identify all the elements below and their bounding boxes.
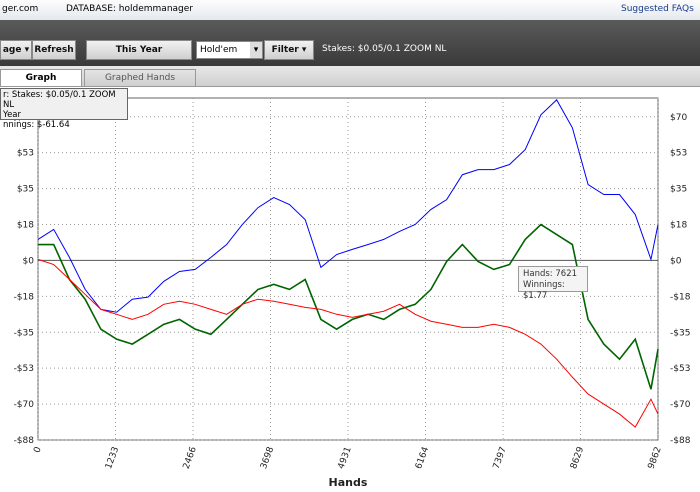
series-line: [37, 99, 659, 313]
period-button[interactable]: This Year: [86, 40, 192, 60]
database-text: DATABASE: holdemmanager: [66, 4, 193, 14]
game-select[interactable]: Hold'em ▾: [196, 41, 263, 59]
x-tick-label: 7397: [492, 446, 509, 471]
y-tick-label: -$70: [670, 400, 691, 410]
y-tick-label: $0: [23, 256, 35, 266]
title-bar: ger.com DATABASE: holdemmanager Suggeste…: [0, 0, 700, 21]
y-tick-label: -$53: [14, 364, 34, 374]
legend-line: nnings: $-61.64: [3, 120, 70, 130]
y-tick-label: -$53: [670, 364, 690, 374]
y-tick-label: $53: [17, 149, 34, 159]
tab[interactable]: Graph: [0, 69, 82, 86]
y-tick-label: $0: [670, 256, 682, 266]
series-line: [38, 223, 659, 390]
x-tick-label: 0: [32, 445, 43, 454]
stakes-text: Stakes: $0.05/0.1 ZOOM NL: [322, 44, 447, 54]
refresh-button[interactable]: Refresh: [32, 40, 76, 60]
x-tick-label: 8629: [569, 445, 586, 470]
x-tick-label: 6164: [414, 445, 431, 470]
x-tick-label: 9862: [647, 446, 664, 471]
tooltip: Hands: 7621 Winnings: $1.77: [518, 266, 588, 301]
chart: Hands $70$70$53$53$35$35$18$18$0$0-$18-$…: [14, 97, 691, 489]
range-button[interactable]: age ▾: [0, 40, 32, 60]
x-tick-label: 2466: [182, 445, 199, 470]
y-tick-label: -$18: [14, 292, 35, 302]
tab[interactable]: Graphed Hands: [84, 69, 196, 86]
filter-button[interactable]: Filter ▾: [264, 40, 314, 60]
y-tick-label: $18: [17, 221, 34, 231]
select-text: Hold'em: [200, 45, 238, 55]
series-line: [37, 258, 659, 428]
y-tick-label: $35: [17, 185, 34, 195]
tooltip-line: Winnings: $1.77: [523, 280, 565, 301]
y-tick-label: $70: [670, 113, 687, 123]
x-tick-label: 1233: [104, 446, 121, 471]
help-link[interactable]: Suggested FAQs: [621, 4, 694, 14]
y-tick-label: -$18: [670, 292, 691, 302]
button-text: age: [2, 45, 22, 55]
tooltip-line: Hands: 7621: [523, 269, 578, 279]
tab-bar: Graph Graphed Hands: [0, 66, 700, 87]
y-tick-label: -$35: [14, 328, 34, 338]
y-tick-label: -$70: [14, 400, 35, 410]
y-tick-label: $18: [670, 221, 687, 231]
y-tick-label: $35: [670, 185, 687, 195]
legend-box: r: Stakes: $0.05/0.1 ZOOM NL Year nnings…: [0, 88, 128, 130]
legend-line: r: Stakes: $0.05/0.1 ZOOM NL: [3, 90, 116, 110]
y-tick-label: -$88: [14, 436, 35, 446]
x-tick-label: 3698: [259, 445, 276, 470]
site-text: ger.com: [2, 4, 39, 14]
y-tick-label: -$88: [670, 436, 691, 446]
toolbar: age ▾ Refresh This Year Hold'em ▾ Filter …: [0, 20, 700, 66]
y-tick-label: $53: [670, 149, 687, 159]
x-tick-label: 4931: [337, 446, 354, 471]
button-text: Filter: [271, 45, 299, 55]
y-tick-label: -$35: [670, 328, 690, 338]
x-axis-label: Hands: [329, 476, 368, 489]
legend-line: Year: [3, 110, 21, 120]
